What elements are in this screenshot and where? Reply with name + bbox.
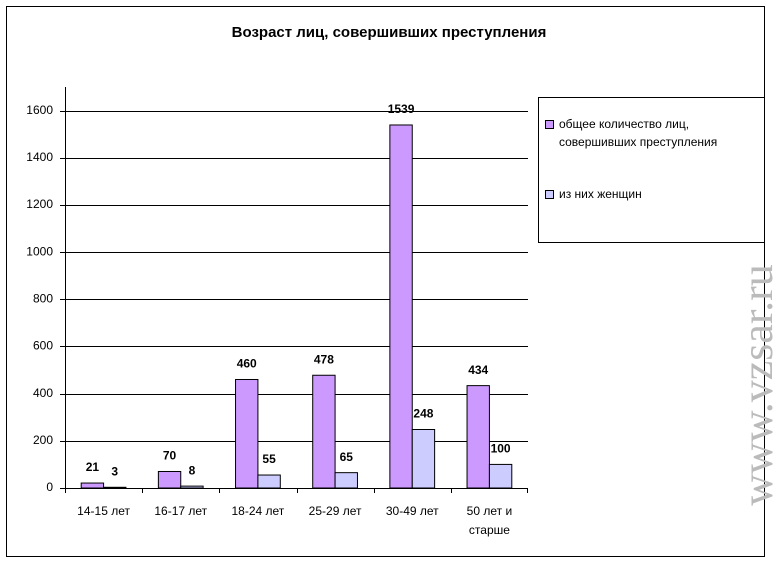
bar [80,482,105,489]
legend-swatch [545,120,554,129]
watermark: www.vzsar.ru [733,264,779,506]
bar [411,429,436,489]
value-label: 460 [237,357,257,371]
bar [235,378,259,489]
value-label: 70 [163,449,177,463]
y-tick-label: 800 [33,291,53,305]
x-tick-label: 30-49 лет [386,504,439,518]
y-tick-label: 400 [33,386,53,400]
chart-title: Возраст лиц, совершивших преступления [232,24,547,41]
value-label: 248 [413,407,433,421]
value-label: 478 [314,352,334,366]
legend-swatch [545,190,554,199]
bar [157,470,182,489]
bar [103,486,127,489]
value-label: 1539 [388,102,415,116]
value-label: 3 [111,464,118,478]
y-tick-label: 1000 [26,244,53,258]
y-tick-label: 600 [33,339,53,353]
value-label: 100 [491,442,511,456]
legend [538,97,765,243]
value-label: 21 [86,460,100,474]
y-tick-label: 200 [33,433,53,447]
bar [312,374,336,489]
bar [180,485,204,489]
x-tick-label: 14-15 лет [77,504,130,518]
value-label: 434 [468,363,488,377]
x-tick-label: 25-29 лет [309,504,362,518]
bar [466,385,490,489]
y-tick-label: 0 [46,480,53,494]
bar [334,472,358,489]
x-tick-label: 50 лет и старше [467,504,513,537]
y-tick-label: 1200 [26,197,53,211]
legend-label: из них женщин [559,187,642,201]
chart-frame [6,6,765,557]
bar [389,124,413,489]
y-tick-label: 1400 [26,150,53,164]
y-tick-label: 1600 [26,103,53,117]
legend-label: общее количество лиц, совершивших преступ… [559,117,717,149]
value-label: 55 [262,452,276,466]
value-label: 8 [189,463,196,477]
x-tick-label: 18-24 лет [232,504,285,518]
x-tick-label: 16-17 лет [154,504,207,518]
bar [257,474,281,489]
value-label: 65 [340,450,354,464]
bar [488,463,513,489]
